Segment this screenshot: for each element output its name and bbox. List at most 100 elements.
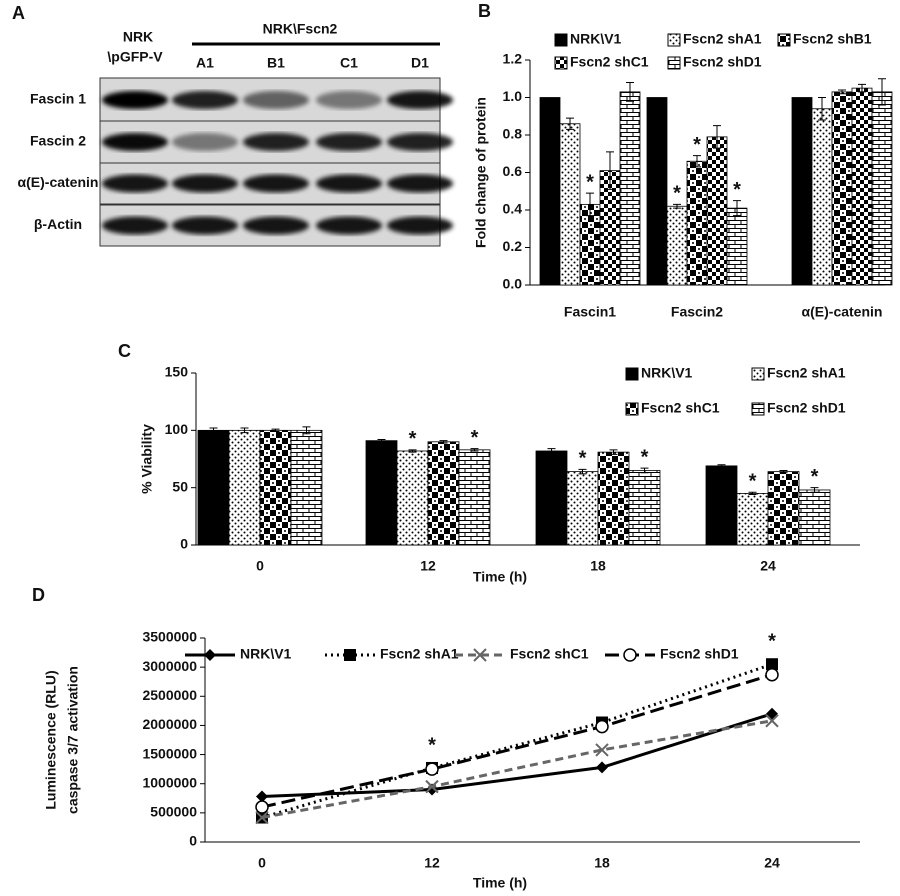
bar bbox=[686, 160, 708, 286]
legend-label: Fscn2 shB1 bbox=[793, 31, 872, 47]
point bbox=[344, 649, 356, 661]
bar bbox=[365, 440, 398, 546]
lane-label: A1 bbox=[196, 55, 214, 71]
point bbox=[425, 762, 439, 776]
bar bbox=[666, 205, 688, 286]
band bbox=[316, 216, 382, 235]
legend-swatch bbox=[625, 402, 639, 416]
y-tick-label: 150 bbox=[165, 364, 189, 380]
error-bar bbox=[271, 428, 280, 432]
y-tick-label: 1.0 bbox=[503, 88, 523, 104]
line bbox=[261, 673, 773, 809]
legend-swatch bbox=[554, 56, 568, 70]
line bbox=[261, 712, 773, 799]
x-axis-label: Time (h) bbox=[473, 875, 527, 891]
bar bbox=[197, 429, 230, 546]
significance: * bbox=[811, 466, 819, 488]
bar bbox=[831, 91, 853, 286]
error-bar bbox=[586, 192, 594, 217]
significance: * bbox=[641, 446, 649, 468]
significance: * bbox=[428, 734, 436, 756]
x-tick-label: 18 bbox=[594, 855, 610, 871]
error-bar bbox=[439, 440, 448, 444]
y-tick-label: 0.0 bbox=[503, 276, 523, 292]
lane-label: D1 bbox=[411, 55, 429, 71]
bar bbox=[628, 470, 661, 546]
row-label: Fascin 2 bbox=[30, 133, 86, 149]
point bbox=[765, 714, 779, 728]
legend-label: Fscn2 shC1 bbox=[570, 54, 649, 70]
significance: * bbox=[693, 134, 701, 156]
point bbox=[765, 667, 779, 682]
bar bbox=[539, 97, 561, 286]
y-tick-label: 500000 bbox=[150, 804, 197, 820]
bar bbox=[705, 465, 738, 546]
legend-label: Fscn2 shA1 bbox=[380, 646, 459, 662]
bar bbox=[535, 450, 568, 546]
x-tick-label: 24 bbox=[760, 558, 776, 574]
point bbox=[425, 779, 439, 794]
legend-swatch bbox=[554, 33, 568, 47]
band bbox=[316, 133, 382, 151]
bar bbox=[559, 123, 581, 286]
error-bar bbox=[810, 487, 819, 493]
error-bar bbox=[606, 151, 614, 190]
bar bbox=[228, 429, 261, 546]
y-tick-label: 2500000 bbox=[142, 687, 197, 703]
error-bar bbox=[748, 491, 757, 496]
band bbox=[243, 133, 309, 151]
significance: * bbox=[409, 428, 417, 450]
band bbox=[243, 216, 309, 235]
legend-swatch bbox=[625, 367, 639, 381]
lane-label: B1 bbox=[267, 55, 285, 71]
error-bar bbox=[547, 448, 556, 454]
error-bar bbox=[713, 125, 721, 149]
legend-swatch bbox=[751, 367, 765, 381]
bar bbox=[736, 492, 769, 546]
y-tick-label: 0.4 bbox=[503, 201, 523, 217]
bar bbox=[706, 136, 728, 286]
error-bar bbox=[566, 117, 574, 130]
error-bar bbox=[673, 203, 681, 209]
y-tick-label: 2000000 bbox=[142, 716, 197, 732]
bar bbox=[427, 441, 460, 546]
error-bar bbox=[878, 78, 886, 106]
error-bar bbox=[408, 449, 417, 453]
legend-swatch bbox=[667, 33, 681, 47]
band bbox=[243, 91, 309, 109]
bar bbox=[579, 203, 601, 286]
control-label: NRK bbox=[123, 29, 153, 45]
x-tick-label: 12 bbox=[424, 855, 440, 871]
significance: * bbox=[579, 448, 587, 470]
band bbox=[102, 133, 168, 151]
band bbox=[172, 216, 238, 235]
error-bar bbox=[733, 200, 741, 217]
significance: * bbox=[768, 631, 776, 653]
y-tick-label: 50 bbox=[172, 478, 188, 494]
bar bbox=[597, 451, 630, 546]
y-tick-label: 0 bbox=[180, 536, 188, 552]
band bbox=[102, 216, 168, 235]
error-bar bbox=[858, 83, 866, 93]
error-bar bbox=[693, 155, 701, 168]
x-tick-label: Fascin2 bbox=[671, 304, 723, 320]
bar bbox=[396, 450, 429, 546]
error-bar bbox=[209, 427, 218, 434]
y-tick-label: 1.2 bbox=[503, 51, 523, 67]
band bbox=[172, 133, 238, 151]
bar bbox=[726, 207, 748, 286]
significance: * bbox=[471, 427, 479, 449]
significance: * bbox=[733, 179, 741, 201]
band bbox=[387, 133, 453, 151]
point bbox=[204, 649, 216, 661]
legend-label: Fscn2 shC1 bbox=[510, 646, 589, 662]
bar bbox=[871, 91, 893, 286]
panel-label: B bbox=[478, 1, 491, 21]
x-tick-label: 0 bbox=[256, 558, 264, 574]
legend-swatch bbox=[751, 402, 765, 416]
point bbox=[596, 761, 608, 774]
point bbox=[473, 648, 487, 662]
bar bbox=[646, 97, 668, 286]
band bbox=[387, 216, 453, 235]
